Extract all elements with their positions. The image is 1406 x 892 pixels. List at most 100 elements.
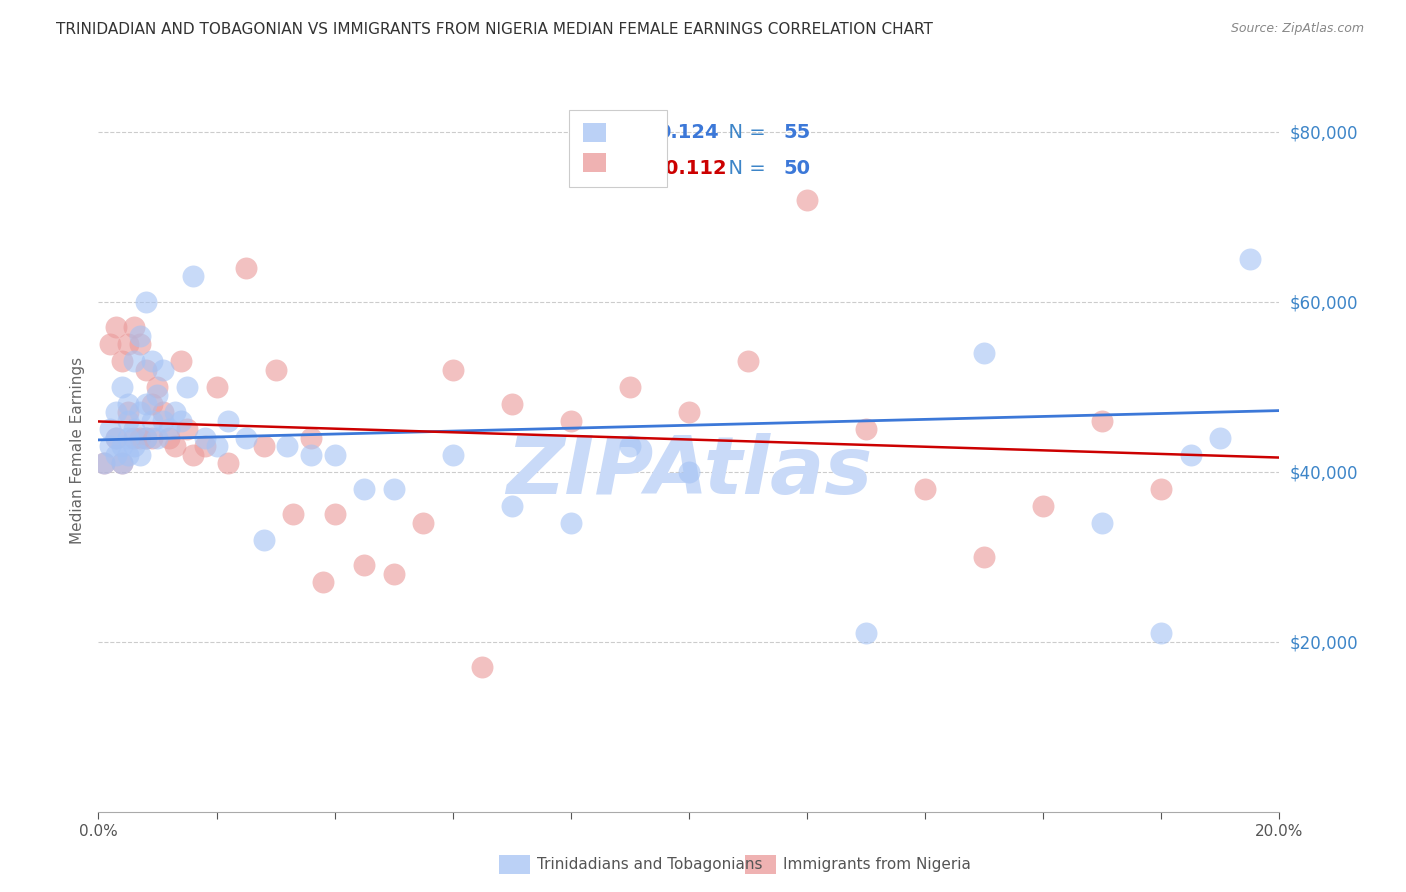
Point <box>117 431 139 445</box>
Point <box>560 516 582 530</box>
Point <box>98 337 121 351</box>
Point <box>98 439 121 453</box>
Text: N =: N = <box>716 123 772 143</box>
Point <box>619 380 641 394</box>
Point <box>128 328 150 343</box>
Point <box>471 660 494 674</box>
Point <box>111 380 134 394</box>
Point <box>135 431 157 445</box>
Point <box>122 422 145 436</box>
Point <box>253 533 276 547</box>
Point <box>973 549 995 564</box>
Point <box>181 448 204 462</box>
Point <box>141 354 163 368</box>
Text: 0.124: 0.124 <box>657 123 718 143</box>
Point <box>122 354 145 368</box>
Point <box>1209 431 1232 445</box>
Point <box>796 193 818 207</box>
Text: Source: ZipAtlas.com: Source: ZipAtlas.com <box>1230 22 1364 36</box>
Point <box>501 499 523 513</box>
Point <box>205 380 228 394</box>
Point <box>146 431 169 445</box>
Point <box>157 422 180 436</box>
Text: 50: 50 <box>783 159 810 178</box>
Point <box>122 439 145 453</box>
Point <box>176 380 198 394</box>
Point <box>122 320 145 334</box>
Point <box>105 431 128 445</box>
Point <box>117 414 139 428</box>
Point <box>128 405 150 419</box>
Point <box>128 431 150 445</box>
Point <box>152 414 174 428</box>
Point <box>323 448 346 462</box>
Point <box>441 448 464 462</box>
Point <box>117 405 139 419</box>
Point <box>1091 516 1114 530</box>
Point <box>152 405 174 419</box>
Point <box>382 482 405 496</box>
Point <box>217 456 239 470</box>
Point <box>93 456 115 470</box>
Point <box>170 414 193 428</box>
Point <box>194 431 217 445</box>
Point <box>176 422 198 436</box>
Point <box>128 337 150 351</box>
Point <box>855 422 877 436</box>
Point <box>181 269 204 284</box>
Point <box>152 362 174 376</box>
Point <box>678 465 700 479</box>
Point <box>98 422 121 436</box>
Point <box>135 294 157 309</box>
Point <box>1150 626 1173 640</box>
Text: R =: R = <box>600 159 643 178</box>
Point <box>117 397 139 411</box>
Y-axis label: Median Female Earnings: Median Female Earnings <box>69 357 84 544</box>
Point <box>973 345 995 359</box>
Point <box>93 456 115 470</box>
Point <box>117 448 139 462</box>
Point <box>141 414 163 428</box>
Point <box>111 354 134 368</box>
Point <box>501 397 523 411</box>
Point <box>111 456 134 470</box>
Point <box>141 397 163 411</box>
Point <box>312 575 335 590</box>
Point <box>111 456 134 470</box>
Point <box>105 448 128 462</box>
Text: ZIPAtlas: ZIPAtlas <box>506 434 872 511</box>
Point <box>117 337 139 351</box>
Point <box>105 320 128 334</box>
Text: N =: N = <box>716 159 772 178</box>
Point <box>353 482 375 496</box>
Point <box>194 439 217 453</box>
Point <box>914 482 936 496</box>
Point <box>619 439 641 453</box>
Point <box>678 405 700 419</box>
Point <box>283 507 305 521</box>
Point <box>170 354 193 368</box>
Text: R =: R = <box>600 123 643 143</box>
Point <box>135 362 157 376</box>
Point <box>276 439 298 453</box>
Point <box>165 405 187 419</box>
Point <box>157 431 180 445</box>
Point <box>105 431 128 445</box>
Point <box>135 431 157 445</box>
Point <box>323 507 346 521</box>
Point <box>146 380 169 394</box>
Text: TRINIDADIAN AND TOBAGONIAN VS IMMIGRANTS FROM NIGERIA MEDIAN FEMALE EARNINGS COR: TRINIDADIAN AND TOBAGONIAN VS IMMIGRANTS… <box>56 22 934 37</box>
Point <box>264 362 287 376</box>
Point <box>141 431 163 445</box>
Point <box>253 439 276 453</box>
Text: Immigrants from Nigeria: Immigrants from Nigeria <box>783 857 972 871</box>
Text: 55: 55 <box>783 123 810 143</box>
Point <box>1091 414 1114 428</box>
Point <box>165 439 187 453</box>
Text: Trinidadians and Tobagonians: Trinidadians and Tobagonians <box>537 857 762 871</box>
Point <box>299 448 322 462</box>
Point <box>235 431 257 445</box>
Point <box>441 362 464 376</box>
Point <box>855 626 877 640</box>
Point <box>1239 252 1261 267</box>
